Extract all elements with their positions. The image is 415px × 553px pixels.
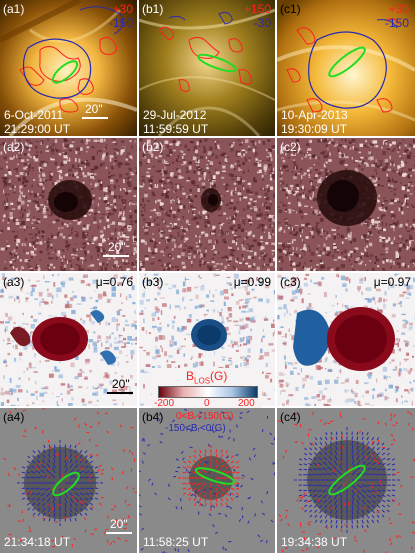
mu-label: μ=0.97 [373, 275, 411, 289]
date-label: 10-Apr-2013 [281, 108, 348, 122]
scale-bar [106, 532, 132, 534]
time-label: 19:34:38 UT [281, 535, 348, 549]
panel-label: (a2) [3, 140, 25, 154]
magnetogram-c3 [277, 273, 415, 406]
panel-c1: (c1) +30 -150 10-Apr-2013 19:30:09 UT [277, 0, 415, 136]
scale-bar [103, 255, 129, 257]
panel-label: (a1) [3, 2, 25, 16]
contour-red-label: +30 [112, 2, 133, 16]
contour-blue-label: -150 [108, 16, 133, 30]
colorbar-tick: 200 [238, 398, 255, 409]
date-label: 29-Jul-2012 [143, 108, 207, 122]
time-label: 11:58:25 UT [143, 535, 209, 549]
scale-bar [82, 117, 108, 119]
panel-b1: (b1) +150 -30 29-Jul-2012 11:59:59 UT [139, 0, 275, 136]
legend-red: 0<Bᵣ<150(G) [176, 411, 234, 422]
panel-label: (b2) [142, 140, 164, 154]
granulation-image-b2 [139, 138, 275, 271]
panel-a4: (a4) 20" 21:34:18 UT [0, 408, 137, 553]
date-label: 6-Oct-2011 [4, 108, 64, 122]
panel-label: (c4) [280, 410, 301, 424]
panel-b2: (b2) [139, 138, 275, 271]
panel-c3: (c3) μ=0.97 [277, 273, 415, 406]
colorbar-tick: -200 [154, 398, 175, 409]
scale-label: 20" [108, 240, 126, 254]
contour-red-label: +150 [243, 2, 271, 16]
granulation-image-c2 [277, 138, 415, 271]
contour-blue-label: -150 [384, 16, 409, 30]
colorbar-title: BLOS(G) [186, 369, 228, 386]
scale-label: 20" [112, 377, 130, 391]
panel-a2: (a2) 20" [0, 138, 137, 271]
colorbar: BLOS(G) -200 0 200 [152, 368, 262, 412]
colorbar-gradient [158, 386, 258, 398]
coronal-image-b1 [139, 0, 275, 136]
legend-blue: -150<Bᵣ<0(G) [165, 423, 226, 434]
mu-label: μ=0.76 [95, 275, 133, 289]
panel-label: (c2) [280, 140, 301, 154]
magnetogram-a3 [0, 273, 137, 406]
scale-bar [107, 392, 133, 394]
panel-label: (b4) [142, 410, 164, 424]
panel-label: (b3) [142, 275, 164, 289]
contour-red-label: +30 [388, 2, 409, 16]
contour-blue-label: -30 [253, 16, 271, 30]
panel-label: (b1) [142, 2, 164, 16]
panel-label: (a4) [3, 410, 25, 424]
panel-c2: (c2) [277, 138, 415, 271]
time-label: 21:29:00 UT [4, 122, 71, 136]
scale-label: 20" [110, 517, 128, 531]
panel-label: (c3) [280, 275, 301, 289]
panel-c4: (c4) 19:34:38 UT [277, 408, 415, 553]
coronal-image-c1 [277, 0, 415, 136]
panel-label: (c1) [280, 2, 301, 16]
vector-magnetogram-a4 [2, 408, 137, 548]
time-label: 11:59:59 UT [143, 122, 209, 136]
vector-magnetogram-b4 [139, 408, 275, 553]
time-label: 21:34:18 UT [4, 535, 71, 549]
coronal-image-a1 [0, 0, 137, 136]
scale-label: 20" [85, 102, 103, 116]
time-label: 19:30:09 UT [281, 122, 348, 136]
panel-b4: (b4) 0<Bᵣ<150(G) -150<Bᵣ<0(G) 11:58:25 U… [139, 408, 275, 553]
panel-a3: (a3) μ=0.76 20" [0, 273, 137, 406]
panel-a1: (a1) +30 -150 20" 6-Oct-2011 21:29:00 UT [0, 0, 137, 136]
vector-magnetogram-c4 [278, 411, 415, 553]
panel-label: (a3) [3, 275, 25, 289]
granulation-image-a2 [0, 138, 137, 271]
mu-label: μ=0.99 [233, 275, 271, 289]
colorbar-tick: 0 [204, 398, 210, 409]
